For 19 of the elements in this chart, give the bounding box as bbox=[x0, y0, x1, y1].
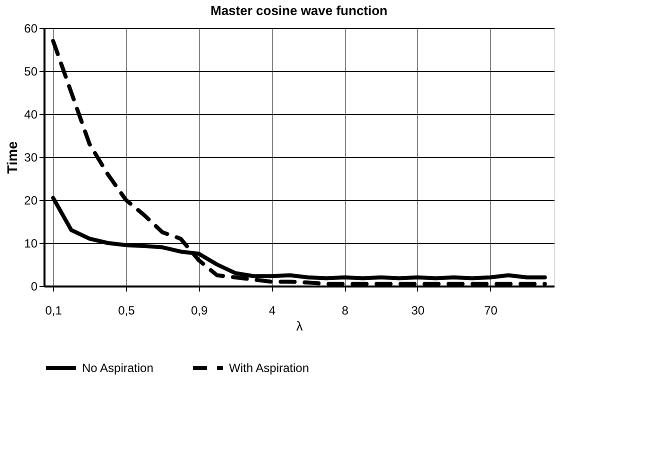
y-tick-label: 50 bbox=[24, 64, 38, 78]
y-tick-label: 10 bbox=[24, 236, 38, 250]
x-tick-label: 0,1 bbox=[45, 304, 62, 318]
y-tick-label: 40 bbox=[24, 108, 38, 122]
legend-label: With Aspiration bbox=[229, 361, 310, 375]
y-tick-label: 60 bbox=[24, 22, 38, 36]
y-tick-label: 0 bbox=[30, 280, 38, 294]
x-tick-label: 0,9 bbox=[190, 304, 208, 318]
x-tick-label: 70 bbox=[484, 304, 498, 318]
legend-label: No Aspiration bbox=[82, 361, 154, 375]
x-tick-label: 30 bbox=[411, 304, 425, 318]
x-tick-label: 4 bbox=[268, 304, 276, 318]
x-tick-label: 0,5 bbox=[118, 304, 136, 318]
chart-title: Master cosine wave function bbox=[210, 3, 388, 18]
y-tick-label: 30 bbox=[24, 150, 38, 164]
x-axis-title: λ bbox=[296, 318, 304, 334]
x-tick-label: 8 bbox=[342, 304, 349, 318]
y-tick-label: 20 bbox=[24, 194, 38, 208]
y-axis-title: Time bbox=[4, 141, 20, 174]
